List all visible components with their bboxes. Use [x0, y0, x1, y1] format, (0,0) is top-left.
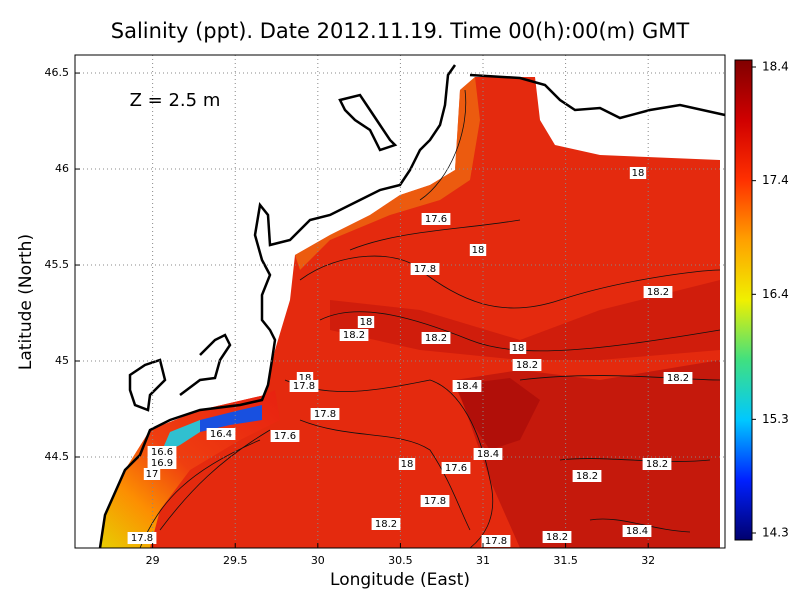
y-tick-label: 46.5	[45, 66, 70, 79]
contour-label: 17.8	[424, 496, 446, 507]
contour-label: 17.6	[425, 214, 447, 225]
contour-label: 18	[512, 343, 525, 354]
contour-label: 18.2	[425, 333, 447, 344]
contour-label-bg	[663, 372, 693, 384]
colorbar-tick-label: 15.3	[762, 412, 789, 426]
contour-label: 16.4	[210, 429, 232, 440]
contour-label-bg	[143, 468, 161, 480]
coastline	[179, 333, 232, 396]
x-tick-label: 30.5	[388, 554, 413, 567]
colorbar-tick-label: 16.4	[762, 287, 789, 301]
contour-lines	[139, 89, 721, 548]
contour-label: 17	[146, 469, 159, 480]
contour-label-bg	[452, 380, 482, 392]
contour-label-bg	[572, 470, 602, 482]
contour-label: 18	[472, 245, 485, 256]
contour-label-bg	[289, 380, 319, 392]
contour-label: 16.9	[151, 458, 173, 469]
low-salinity-patch	[200, 405, 262, 432]
x-tick-label: 32	[641, 554, 655, 567]
axes: 29 29.5 30 30.5 31 31.5 32 44.5 45 45.5 46 46.5 14.3…	[45, 60, 789, 568]
y-tick-label: 46	[55, 162, 69, 175]
contour-label-bg	[371, 518, 401, 530]
y-tick-label: 44.5	[45, 450, 70, 463]
contour-label: 18	[401, 459, 414, 470]
contour-label-bg	[542, 531, 572, 543]
contour-label-bg	[512, 359, 542, 371]
y-tick-label: 45.5	[45, 258, 70, 271]
contour-label-bg	[441, 462, 471, 474]
contour-label: 17.8	[314, 409, 336, 420]
contour-label-bg	[473, 448, 503, 460]
contour-label-bg	[147, 446, 177, 458]
contour-label-bg	[420, 495, 450, 507]
x-tick-label: 30	[311, 554, 325, 567]
contour-label: 18.2	[343, 330, 365, 341]
coastline	[98, 64, 457, 549]
contour-label-bg	[127, 532, 157, 544]
contour-label-bg	[622, 525, 652, 537]
contour-label: 17.8	[293, 381, 315, 392]
contour-label: 18.4	[626, 526, 648, 537]
contour-label-bg	[469, 244, 487, 256]
contour-label: 17.8	[485, 536, 507, 547]
x-tick-label: 31	[476, 554, 490, 567]
coastline	[469, 73, 726, 120]
contour-label: 18.2	[576, 471, 598, 482]
contour-label: 17.8	[414, 264, 436, 275]
contour-label-bg	[147, 457, 177, 469]
high-salinity-zone	[455, 378, 540, 450]
contour-label-bg	[629, 167, 647, 179]
x-tick-label: 29	[146, 554, 160, 567]
x-tick-label: 29.5	[223, 554, 248, 567]
contour-label-bg	[509, 342, 527, 354]
contour-label: 18.4	[456, 381, 478, 392]
colorbar-tick-label: 18.4	[762, 60, 789, 74]
colorbar	[734, 59, 753, 541]
contour-label: 17.6	[445, 463, 467, 474]
x-tick-label: 31.5	[553, 554, 578, 567]
depth-annotation: Z = 2.5 m	[130, 90, 221, 111]
contour-label: 16.6	[151, 447, 173, 458]
contour-label: 18	[360, 317, 373, 328]
contour-label-bg	[642, 458, 672, 470]
contour-label-bg	[310, 408, 340, 420]
contour-label-bg	[357, 316, 375, 328]
coastline	[338, 93, 398, 152]
contour-label-bg	[270, 430, 300, 442]
contour-label-bg	[643, 286, 673, 298]
contour-label: 18	[632, 168, 645, 179]
contour-label-bg	[410, 263, 440, 275]
contour-label: 17.6	[274, 431, 296, 442]
contour-label: 18.2	[667, 373, 689, 384]
contour-label-bg	[421, 332, 451, 344]
contour-label-bg	[339, 329, 369, 341]
orange-band	[295, 77, 480, 270]
colorbar-tick-label: 17.4	[762, 173, 789, 187]
contour-label: 18.2	[647, 287, 669, 298]
title: Salinity (ppt). Date 2012.11.19. Time 00…	[111, 19, 690, 43]
grid	[75, 55, 725, 548]
coastline	[128, 358, 167, 412]
contour-label: 17.8	[131, 533, 153, 544]
contour-label-bg	[398, 458, 416, 470]
colorbar-tick-label: 14.3	[762, 526, 789, 540]
y-tick-label: 45	[55, 354, 69, 367]
contour-label: 18.2	[375, 519, 397, 530]
salinity-field	[100, 77, 721, 548]
contour-label: 18.2	[516, 360, 538, 371]
contour-label-bg	[421, 213, 451, 225]
contour-label: 18.4	[477, 449, 499, 460]
contour-label: 18	[299, 373, 312, 384]
x-axis-label: Longitude (East)	[330, 570, 470, 590]
contour-label: 18.2	[646, 459, 668, 470]
contour-label: 18.2	[546, 532, 568, 543]
contour-label-bg	[206, 428, 236, 440]
y-axis-label: Latitude (North)	[16, 234, 36, 370]
contour-label-bg	[481, 535, 511, 547]
